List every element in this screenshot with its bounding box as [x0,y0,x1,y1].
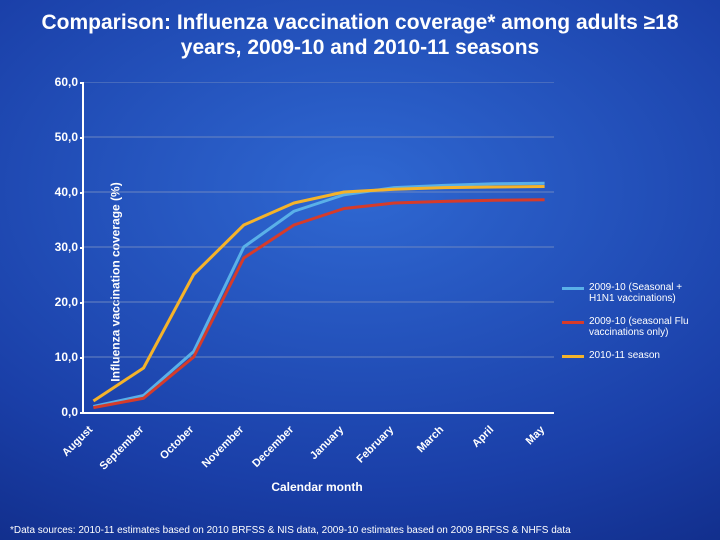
legend-item: 2009-10 (seasonal Flu vaccinations only) [562,316,694,338]
legend-item: 2010-11 season [562,350,694,361]
y-tick-label: 0,0 [38,405,78,419]
y-tick-label: 30,0 [38,240,78,254]
x-axis-label: Calendar month [82,480,552,494]
legend-label: 2009-10 (Seasonal + H1N1 vaccinations) [589,282,694,304]
y-tick-label: 40,0 [38,185,78,199]
chart-svg [84,82,554,412]
y-tick-label: 10,0 [38,350,78,364]
legend-swatch [562,321,584,324]
slide: { "title": "Comparison: Influenza vaccin… [0,0,720,540]
footnote: *Data sources: 2010-11 estimates based o… [10,525,571,536]
y-tick-label: 50,0 [38,130,78,144]
plot-area [82,82,554,414]
y-tick-label: 20,0 [38,295,78,309]
chart-container: Influenza vaccination coverage (%) 0,010… [20,82,700,482]
legend-label: 2009-10 (seasonal Flu vaccinations only) [589,316,694,338]
legend-label: 2010-11 season [589,350,660,361]
legend-swatch [562,355,584,358]
legend-swatch [562,287,584,290]
slide-title: Comparison: Influenza vaccination covera… [0,0,720,60]
y-tick-label: 60,0 [38,75,78,89]
legend: 2009-10 (Seasonal + H1N1 vaccinations) 20… [562,282,694,373]
x-ticks: AugustSeptemberOctoberNovemberDecemberJa… [82,414,552,484]
legend-item: 2009-10 (Seasonal + H1N1 vaccinations) [562,282,694,304]
